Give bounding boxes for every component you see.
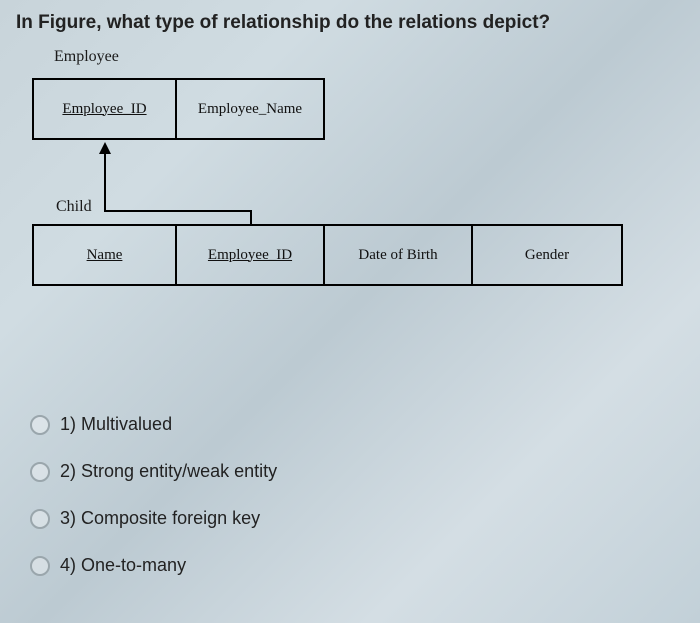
option-label: 3) Composite foreign key bbox=[60, 508, 260, 529]
fk-arrow-v2 bbox=[250, 210, 252, 224]
option-label: 1) Multivalued bbox=[60, 414, 172, 435]
option-4[interactable]: 4) One-to-many bbox=[30, 555, 700, 576]
er-diagram: Employee Employee_ID Employee_Name Child… bbox=[0, 42, 700, 382]
option-3[interactable]: 3) Composite foreign key bbox=[30, 508, 700, 529]
fk-arrow-head bbox=[99, 142, 111, 154]
option-label: 4) One-to-many bbox=[60, 555, 186, 576]
entity-label-child: Child bbox=[56, 198, 92, 216]
option-label: 2) Strong entity/weak entity bbox=[60, 461, 277, 482]
col-child-dob: Date of Birth bbox=[325, 224, 473, 286]
entity-row-child: Name Employee_ID Date of Birth Gender bbox=[32, 224, 623, 286]
radio-icon bbox=[30, 556, 50, 576]
entity-label-employee: Employee bbox=[54, 48, 119, 66]
radio-icon bbox=[30, 509, 50, 529]
fk-arrow-h bbox=[104, 210, 250, 212]
col-child-name: Name bbox=[32, 224, 177, 286]
col-employee-id: Employee_ID bbox=[32, 78, 177, 140]
col-employee-name: Employee_Name bbox=[177, 78, 325, 140]
col-child-employee-id: Employee_ID bbox=[177, 224, 325, 286]
answer-options: 1) Multivalued 2) Strong entity/weak ent… bbox=[0, 382, 700, 576]
entity-row-employee: Employee_ID Employee_Name bbox=[32, 78, 325, 140]
radio-icon bbox=[30, 415, 50, 435]
fk-arrow-v1 bbox=[104, 154, 106, 212]
col-child-gender: Gender bbox=[473, 224, 623, 286]
question-text: In Figure, what type of relationship do … bbox=[0, 0, 700, 42]
option-1[interactable]: 1) Multivalued bbox=[30, 414, 700, 435]
radio-icon bbox=[30, 462, 50, 482]
option-2[interactable]: 2) Strong entity/weak entity bbox=[30, 461, 700, 482]
